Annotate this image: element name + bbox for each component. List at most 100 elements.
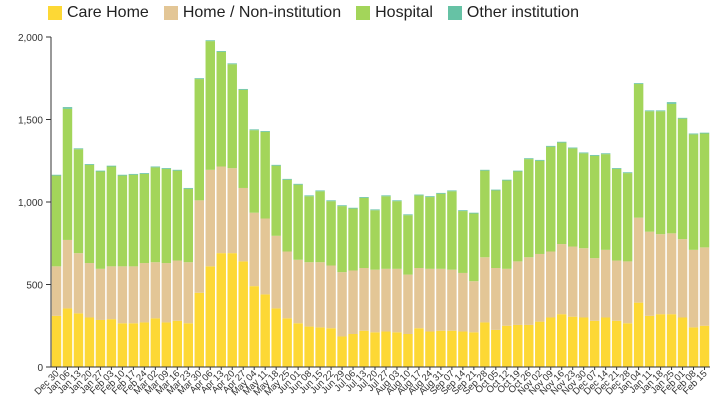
bar-segment[interactable]	[304, 262, 314, 327]
bar-segment[interactable]	[271, 165, 281, 236]
bar-segment[interactable]	[183, 187, 194, 189]
bar-segment[interactable]	[205, 266, 215, 367]
bar-segment[interactable]	[633, 84, 644, 218]
bar-segment[interactable]	[73, 253, 84, 314]
bar-segment[interactable]	[370, 332, 380, 367]
bar-segment[interactable]	[304, 326, 314, 367]
bar-segment[interactable]	[578, 152, 589, 154]
bar-segment[interactable]	[139, 173, 150, 174]
bar-segment[interactable]	[260, 131, 270, 219]
bar-segment[interactable]	[513, 171, 523, 262]
bar-segment[interactable]	[227, 64, 237, 169]
bar-segment[interactable]	[633, 217, 644, 303]
bar-segment[interactable]	[293, 323, 303, 367]
bar-segment[interactable]	[677, 117, 688, 119]
bar-segment[interactable]	[150, 166, 161, 168]
bar-segment[interactable]	[513, 261, 523, 325]
bar-segment[interactable]	[128, 323, 139, 367]
bar-segment[interactable]	[491, 329, 501, 368]
bar-segment[interactable]	[392, 332, 402, 367]
bar-segment[interactable]	[403, 274, 413, 334]
bar-segment[interactable]	[150, 167, 161, 263]
bar-segment[interactable]	[150, 262, 161, 319]
bar-segment[interactable]	[611, 169, 622, 261]
bar-segment[interactable]	[600, 153, 611, 155]
bar-segment[interactable]	[557, 314, 567, 367]
bar-segment[interactable]	[469, 281, 479, 333]
bar-segment[interactable]	[414, 195, 424, 268]
bar-segment[interactable]	[62, 239, 73, 309]
bar-segment[interactable]	[688, 249, 699, 328]
bar-segment[interactable]	[95, 170, 106, 172]
bar-segment[interactable]	[359, 330, 369, 367]
bar-segment[interactable]	[436, 268, 446, 331]
bar-segment[interactable]	[567, 246, 578, 317]
bar-segment[interactable]	[172, 170, 183, 261]
bar-segment[interactable]	[480, 170, 490, 258]
bar-segment[interactable]	[326, 200, 336, 202]
bar-segment[interactable]	[238, 89, 248, 188]
bar-segment[interactable]	[524, 158, 534, 160]
bar-segment[interactable]	[677, 239, 688, 318]
bar-segment[interactable]	[161, 168, 172, 169]
bar-segment[interactable]	[337, 336, 347, 367]
bar-segment[interactable]	[73, 148, 84, 150]
bar-segment[interactable]	[293, 183, 303, 185]
bar-segment[interactable]	[502, 325, 512, 367]
bar-segment[interactable]	[205, 41, 215, 170]
bar-segment[interactable]	[666, 233, 677, 315]
bar-segment[interactable]	[403, 215, 413, 275]
bar-segment[interactable]	[194, 200, 204, 293]
bar-segment[interactable]	[161, 263, 172, 323]
bar-segment[interactable]	[337, 206, 347, 273]
bar-segment[interactable]	[600, 317, 611, 368]
bar-segment[interactable]	[139, 173, 150, 264]
bar-segment[interactable]	[403, 334, 413, 367]
bar-segment[interactable]	[326, 265, 336, 329]
bar-segment[interactable]	[655, 110, 666, 112]
bar-segment[interactable]	[392, 268, 402, 333]
bar-segment[interactable]	[392, 201, 402, 269]
bar-segment[interactable]	[128, 173, 139, 175]
bar-segment[interactable]	[128, 266, 139, 324]
bar-segment[interactable]	[84, 164, 95, 165]
bar-segment[interactable]	[73, 313, 84, 368]
bar-segment[interactable]	[458, 211, 468, 273]
bar-segment[interactable]	[436, 330, 446, 367]
bar-segment[interactable]	[216, 166, 226, 254]
bar-segment[interactable]	[546, 251, 556, 318]
bar-segment[interactable]	[589, 258, 600, 321]
bar-segment[interactable]	[249, 129, 259, 131]
bar-segment[interactable]	[524, 324, 534, 367]
bar-segment[interactable]	[51, 174, 62, 176]
bar-segment[interactable]	[403, 214, 413, 216]
bar-segment[interactable]	[502, 268, 512, 326]
bar-segment[interactable]	[469, 213, 479, 282]
bar-segment[interactable]	[578, 153, 589, 249]
bar-segment[interactable]	[622, 173, 633, 262]
bar-segment[interactable]	[447, 330, 457, 367]
bar-segment[interactable]	[183, 262, 194, 324]
bar-segment[interactable]	[622, 172, 633, 174]
bar-segment[interactable]	[458, 210, 468, 212]
bar-segment[interactable]	[315, 262, 325, 328]
bar-segment[interactable]	[578, 317, 589, 368]
bar-segment[interactable]	[655, 234, 666, 315]
bar-segment[interactable]	[282, 318, 292, 367]
bar-segment[interactable]	[304, 195, 314, 197]
bar-segment[interactable]	[348, 208, 358, 271]
bar-segment[interactable]	[677, 118, 688, 240]
bar-segment[interactable]	[139, 322, 150, 367]
bar-segment[interactable]	[238, 261, 248, 367]
bar-segment[interactable]	[172, 320, 183, 367]
bar-segment[interactable]	[304, 196, 314, 263]
bar-segment[interactable]	[84, 164, 95, 264]
bar-segment[interactable]	[480, 169, 490, 171]
bar-segment[interactable]	[524, 257, 534, 325]
bar-segment[interactable]	[84, 317, 95, 368]
bar-segment[interactable]	[480, 322, 490, 367]
bar-segment[interactable]	[535, 321, 545, 368]
bar-segment[interactable]	[271, 164, 281, 166]
bar-segment[interactable]	[425, 331, 435, 367]
bar-segment[interactable]	[480, 257, 490, 323]
